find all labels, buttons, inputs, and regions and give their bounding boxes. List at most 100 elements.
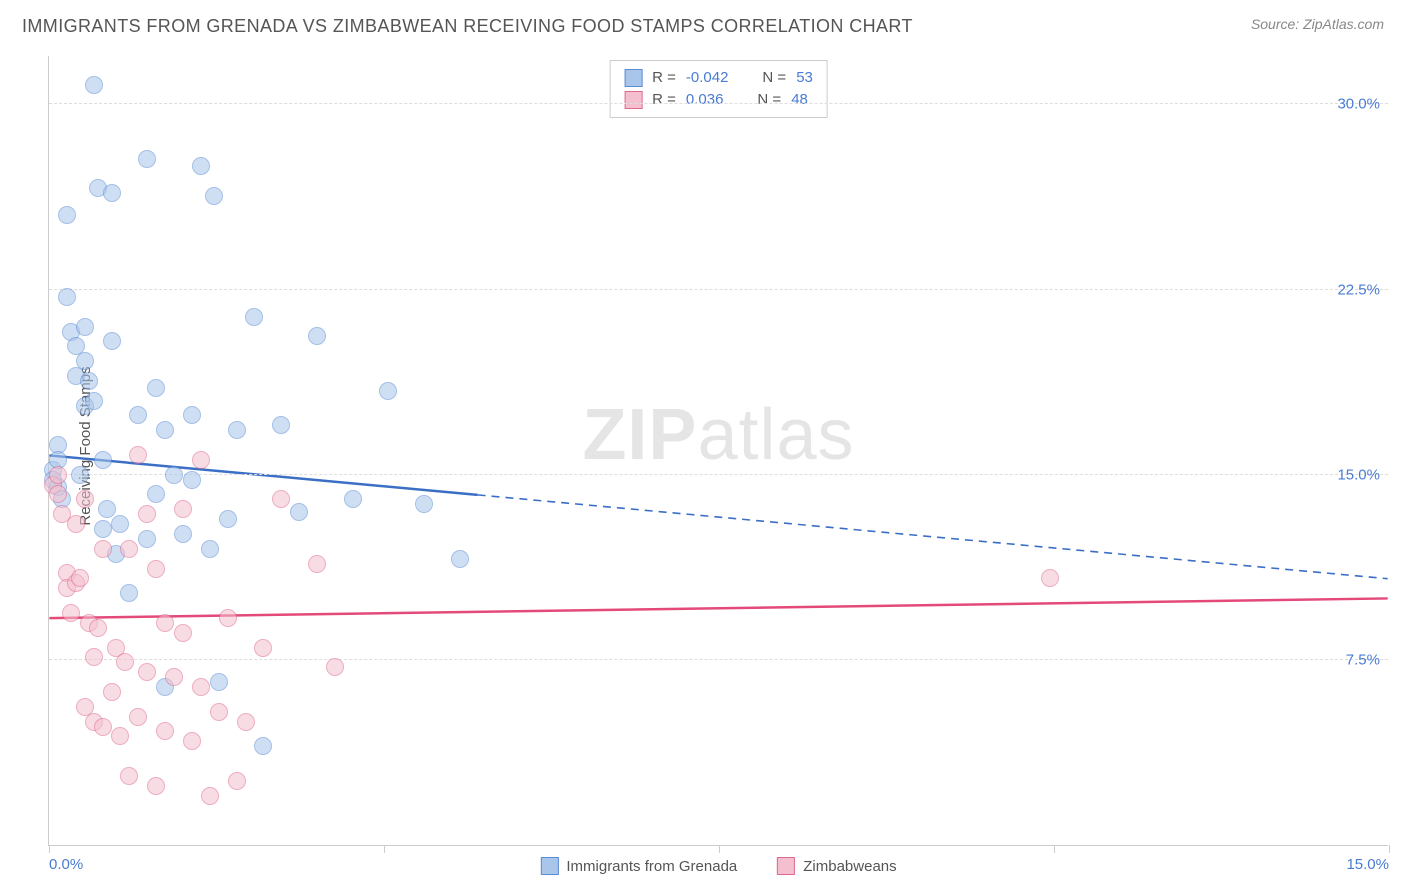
- r-label: R =: [652, 67, 676, 89]
- y-tick-label: 7.5%: [1346, 651, 1380, 668]
- legend-swatch: [777, 857, 795, 875]
- chart-title: IMMIGRANTS FROM GRENADA VS ZIMBABWEAN RE…: [22, 16, 913, 37]
- y-tick-label: 22.5%: [1337, 281, 1380, 298]
- data-point: [219, 609, 237, 627]
- data-point: [451, 550, 469, 568]
- legend-label: Immigrants from Grenada: [566, 858, 737, 875]
- gridline: [49, 289, 1388, 290]
- data-point: [76, 352, 94, 370]
- data-point: [94, 540, 112, 558]
- legend-item: Immigrants from Grenada: [540, 857, 737, 875]
- watermark: ZIPatlas: [582, 394, 854, 476]
- legend-label: Zimbabweans: [803, 858, 896, 875]
- data-point: [379, 382, 397, 400]
- data-point: [85, 76, 103, 94]
- data-point: [415, 495, 433, 513]
- data-point: [245, 308, 263, 326]
- data-point: [111, 515, 129, 533]
- y-tick-label: 30.0%: [1337, 96, 1380, 113]
- data-point: [183, 732, 201, 750]
- legend-item: Zimbabweans: [777, 857, 896, 875]
- data-point: [174, 624, 192, 642]
- x-tick: [719, 845, 720, 853]
- data-point: [85, 648, 103, 666]
- data-point: [120, 767, 138, 785]
- data-point: [205, 187, 223, 205]
- data-point: [76, 490, 94, 508]
- data-point: [254, 639, 272, 657]
- data-point: [1041, 569, 1059, 587]
- data-point: [156, 421, 174, 439]
- legend-swatch: [540, 857, 558, 875]
- data-point: [237, 713, 255, 731]
- data-point: [98, 500, 116, 518]
- x-tick: [384, 845, 385, 853]
- chart-header: IMMIGRANTS FROM GRENADA VS ZIMBABWEAN RE…: [0, 0, 1406, 45]
- stats-legend-row: R =-0.042N =53: [624, 67, 813, 89]
- data-point: [156, 722, 174, 740]
- data-point: [94, 520, 112, 538]
- data-point: [183, 471, 201, 489]
- data-point: [147, 777, 165, 795]
- x-tick: [1389, 845, 1390, 853]
- data-point: [138, 505, 156, 523]
- data-point: [308, 327, 326, 345]
- x-tick-label: 0.0%: [49, 856, 83, 873]
- data-point: [192, 157, 210, 175]
- data-point: [49, 466, 67, 484]
- y-tick-label: 15.0%: [1337, 466, 1380, 483]
- data-point: [290, 503, 308, 521]
- data-point: [174, 525, 192, 543]
- legend-swatch: [624, 69, 642, 87]
- data-point: [71, 569, 89, 587]
- data-point: [67, 515, 85, 533]
- n-value: 48: [791, 89, 808, 111]
- gridline: [49, 474, 1388, 475]
- trend-line-dashed: [478, 495, 1388, 579]
- r-label: R =: [652, 89, 676, 111]
- n-label: N =: [762, 67, 786, 89]
- data-point: [272, 490, 290, 508]
- data-point: [103, 332, 121, 350]
- data-point: [165, 668, 183, 686]
- data-point: [147, 560, 165, 578]
- data-point: [129, 406, 147, 424]
- data-point: [210, 673, 228, 691]
- data-point: [165, 466, 183, 484]
- data-point: [201, 787, 219, 805]
- stats-legend: R =-0.042N =53R = 0.036N =48: [609, 60, 828, 118]
- data-point: [174, 500, 192, 518]
- data-point: [89, 619, 107, 637]
- data-point: [76, 318, 94, 336]
- x-tick-label: 15.0%: [1346, 856, 1389, 873]
- data-point: [228, 772, 246, 790]
- data-point: [103, 184, 121, 202]
- trend-line-solid: [49, 455, 477, 494]
- data-point: [138, 530, 156, 548]
- data-point: [147, 485, 165, 503]
- data-point: [111, 727, 129, 745]
- data-point: [156, 614, 174, 632]
- data-point: [254, 737, 272, 755]
- r-value: -0.042: [686, 67, 729, 89]
- data-point: [147, 379, 165, 397]
- r-value: 0.036: [686, 89, 724, 111]
- data-point: [272, 416, 290, 434]
- x-tick: [1054, 845, 1055, 853]
- data-point: [344, 490, 362, 508]
- chart-source: Source: ZipAtlas.com: [1251, 16, 1384, 32]
- legend-swatch: [624, 91, 642, 109]
- data-point: [58, 206, 76, 224]
- data-point: [210, 703, 228, 721]
- data-point: [201, 540, 219, 558]
- data-point: [308, 555, 326, 573]
- stats-legend-row: R = 0.036N =48: [624, 89, 813, 111]
- series-legend: Immigrants from Grenada Zimbabweans: [540, 857, 896, 875]
- gridline: [49, 659, 1388, 660]
- trend-line-solid: [49, 598, 1387, 618]
- data-point: [138, 663, 156, 681]
- data-point: [94, 718, 112, 736]
- data-point: [85, 392, 103, 410]
- data-point: [192, 451, 210, 469]
- data-point: [116, 653, 134, 671]
